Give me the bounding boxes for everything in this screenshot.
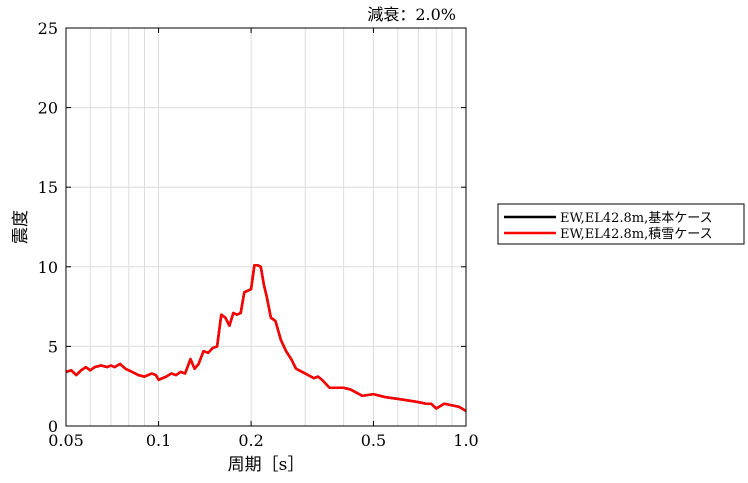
damping-annotation: 減衰：2.0%	[367, 5, 456, 24]
grid-lines	[66, 28, 466, 426]
y-tick-label: 10	[38, 258, 58, 277]
y-axis-title: 震度	[11, 210, 31, 244]
x-tick-label: 1.0	[453, 431, 478, 450]
legend-label-base-case: EW,EL42.8m,基本ケース	[560, 211, 713, 226]
y-tick-label: 0	[48, 417, 58, 436]
x-tick-label: 0.1	[146, 431, 171, 450]
x-axis-title: 周期［s］	[228, 455, 305, 475]
y-tick-label: 25	[38, 19, 58, 38]
x-tick-label: 0.2	[238, 431, 263, 450]
y-tick-label: 5	[48, 337, 58, 356]
series-line-snow-case	[65, 263, 467, 412]
y-tick-label: 15	[38, 178, 58, 197]
legend-label-snow-case: EW,EL42.8m,積雪ケース	[560, 227, 713, 242]
legend-box	[497, 203, 745, 245]
x-tick-label: 0.5	[361, 431, 386, 450]
legend: EW,EL42.8m,基本ケース EW,EL42.8m,積雪ケース	[497, 203, 745, 245]
series-layer	[65, 263, 467, 412]
axis-ticks: 0.05 0.1 0.2 0.5 1.0 0 5 10 15 20 25	[38, 19, 479, 450]
y-tick-label: 20	[38, 99, 58, 118]
plot-frame	[65, 27, 467, 427]
x-tick-label: 0.05	[48, 431, 84, 450]
